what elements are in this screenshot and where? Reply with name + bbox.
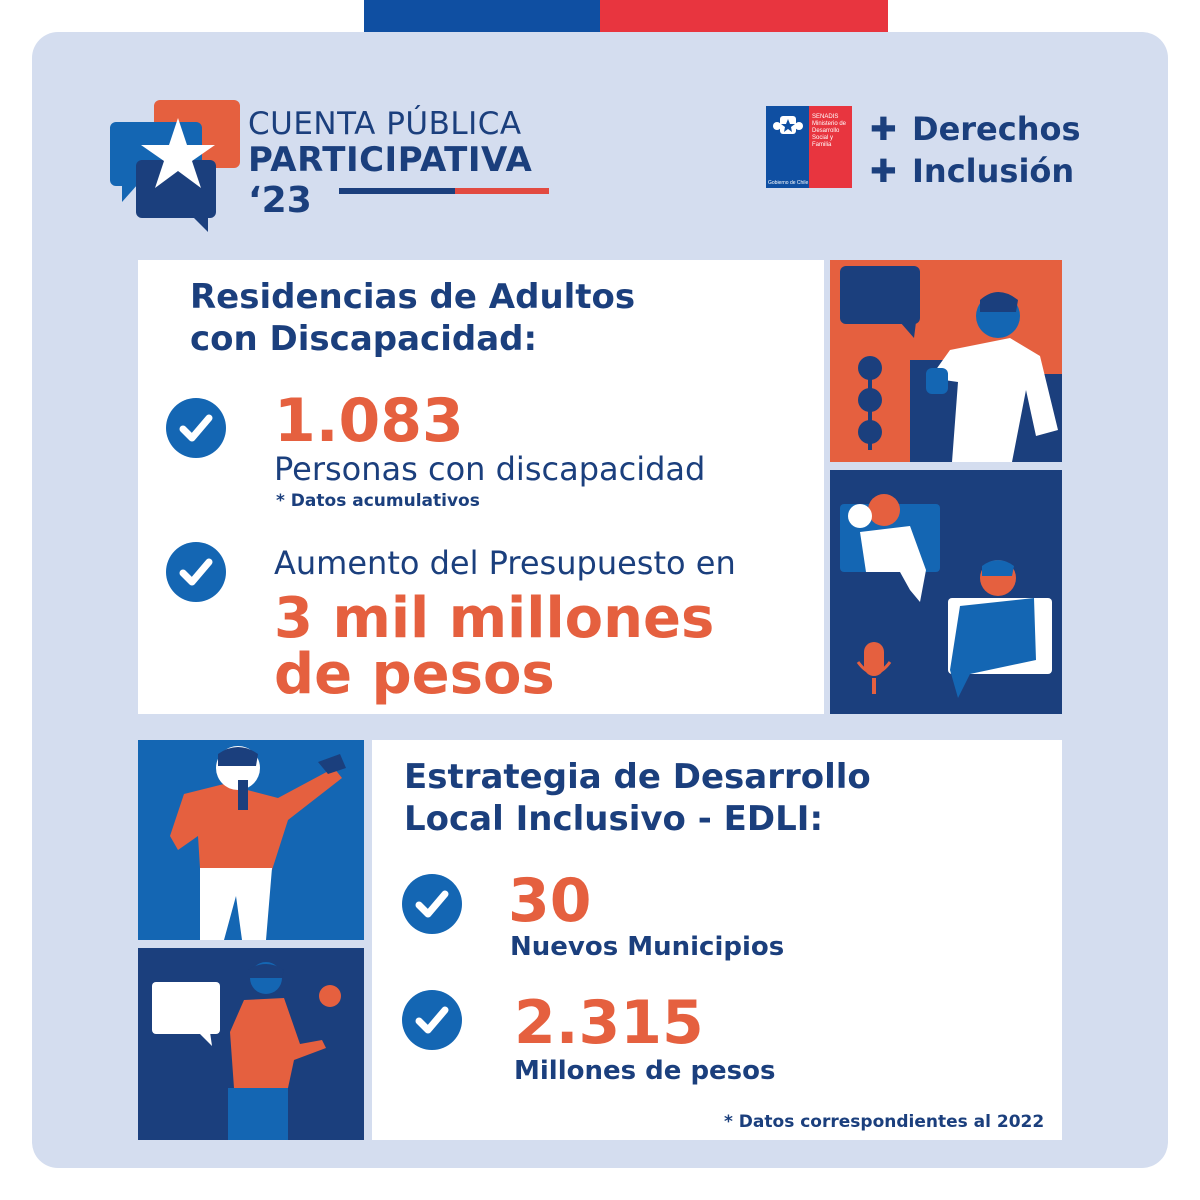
section2-item1-label: Nuevos Municipios (510, 932, 785, 962)
section2-title-line2: Local Inclusivo - EDLI: (404, 799, 824, 839)
section-edli-card (372, 740, 1062, 1140)
section1-item2-label: Aumento del Presupuesto en (274, 544, 736, 582)
government-footer: Gobierno de Chile (768, 180, 809, 186)
section2-footnote: * Datos correspondientes al 2022 (724, 1112, 1045, 1132)
section1-item2-value-line2: de pesos (274, 642, 555, 707)
flag-stripe-red (600, 0, 888, 32)
section1-item1-label: Personas con discapacidad (274, 450, 706, 488)
section1-title-line1: Residencias de Adultos (190, 277, 636, 317)
check-icon (402, 990, 462, 1050)
plus-icon: ✚ (870, 152, 897, 190)
slogan-line1: ✚ Derechos (870, 110, 1081, 148)
government-institution: SENADIS Ministerio de Desarrollo Social … (812, 114, 847, 148)
section2-title-line1: Estrategia de Desarrollo (404, 757, 871, 797)
check-icon (402, 874, 462, 934)
section-residencias-card (138, 260, 824, 714)
slogan-text2: Inclusión (912, 152, 1075, 190)
slogan-text1: Derechos (912, 110, 1081, 148)
government-logo: SENADIS Ministerio de Desarrollo Social … (766, 106, 852, 188)
section2-item2-label: Millones de pesos (514, 1056, 776, 1086)
check-icon (166, 398, 226, 458)
section2-item2-value: 2.315 (514, 988, 704, 1058)
slogan-line2: ✚ Inclusión (870, 152, 1074, 190)
section1-title-line2: con Discapacidad: (190, 319, 538, 359)
illustration-video-call (830, 470, 1062, 714)
logo-title-line2: PARTICIPATIVA (248, 140, 533, 180)
coat-of-arms-icon (773, 116, 803, 134)
section2-item1-value: 30 (508, 866, 592, 936)
plus-icon: ✚ (870, 110, 897, 148)
speech-bubbles-star-logo-icon (110, 100, 240, 232)
illustration-person-gesturing (138, 740, 364, 940)
section1-item1-note: * Datos acumulativos (276, 491, 480, 511)
section1-item1-value: 1.083 (274, 386, 464, 456)
logo-year: ‘23 (248, 180, 312, 221)
logo-rule (339, 188, 549, 194)
section1-item2-value-line1: 3 mil millones (274, 586, 715, 651)
flag-stripe-blue (364, 0, 600, 32)
logo-title-line1: CUENTA PÚBLICA (248, 106, 522, 142)
check-icon (166, 542, 226, 602)
illustration-person-juggling (138, 948, 364, 1140)
illustration-person-speaking (830, 260, 1062, 462)
